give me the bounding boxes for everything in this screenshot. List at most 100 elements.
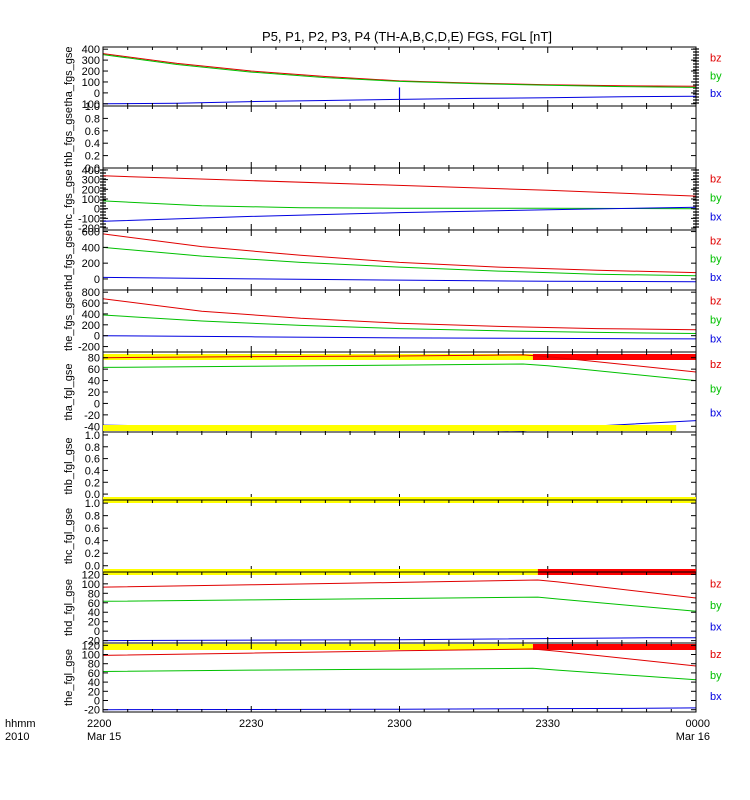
- y-tick-label: 0: [94, 204, 100, 216]
- y-axis-label: the_fgl_gse: [63, 649, 75, 706]
- flag-bar: [532, 354, 696, 360]
- y-axis-label: thd_fgl_gse: [63, 579, 75, 636]
- legend-label-by: by: [710, 600, 722, 612]
- y-tick-label: 0.2: [85, 477, 100, 489]
- legend-label-by: by: [710, 383, 722, 395]
- y-axis-label: thb_fgl_gse: [63, 438, 75, 495]
- panel-frame: [102, 167, 697, 231]
- y-tick-label: 20: [88, 686, 100, 698]
- x-tick-label: 2200: [87, 718, 111, 730]
- y-tick-label: 400: [82, 309, 100, 321]
- panel-frame: [102, 642, 697, 713]
- legend-label-bx: bx: [710, 691, 722, 703]
- y-tick-label: 0.0: [85, 163, 100, 175]
- x-axis-row1-label: hhmm: [5, 718, 36, 730]
- legend-label-bx: bx: [710, 408, 722, 420]
- y-tick-label: -20: [84, 410, 100, 422]
- y-tick-label: 400: [82, 44, 100, 56]
- y-tick-label: 0.4: [85, 465, 100, 477]
- x-tick-sublabel: Mar 15: [87, 731, 121, 743]
- y-tick-label: 20: [88, 387, 100, 399]
- panel: 600 400 200 0 thd_fgs_gse bz by bx: [63, 227, 722, 291]
- y-tick-label: 0.0: [85, 561, 100, 573]
- x-axis-row2-label: 2010: [5, 731, 29, 743]
- y-tick-label: 0.6: [85, 523, 100, 535]
- y-tick-label: 600: [82, 298, 100, 310]
- legend-label-bz: bz: [710, 578, 722, 590]
- series-line-by: [102, 667, 697, 681]
- x-tick-label: 0000: [686, 718, 710, 730]
- y-axis-label: tha_fgs_gse: [63, 47, 75, 107]
- series-line-by: [102, 363, 697, 382]
- panel: 1.00.80.60.40.20.0 thb_fgl_gse: [63, 425, 697, 501]
- y-tick-label: 1.0: [85, 498, 100, 510]
- flag-bar: [103, 644, 533, 650]
- legend-label-bx: bx: [710, 333, 722, 345]
- series-line-by: [102, 54, 697, 88]
- y-tick-label: 0: [94, 88, 100, 100]
- y-tick-label: 60: [88, 598, 100, 610]
- y-tick-label: -20: [84, 636, 100, 648]
- y-tick-label: 200: [82, 66, 100, 78]
- flag-bar: [532, 644, 696, 650]
- y-tick-label: 80: [88, 353, 100, 365]
- y-axis-label: thd_fgs_gse: [63, 230, 75, 290]
- series-line-bx: [102, 335, 697, 340]
- y-tick-label: 0.2: [85, 151, 100, 163]
- legend-label-by: by: [710, 670, 722, 682]
- y-tick-label: -200: [78, 223, 100, 235]
- legend-label-bz: bz: [710, 649, 722, 661]
- panel-frame: [102, 105, 697, 169]
- y-axis-label: the_fgs_gse: [63, 291, 75, 351]
- y-tick-label: 800: [82, 287, 100, 299]
- y-tick-label: 1.0: [85, 101, 100, 113]
- y-tick-label: 100: [82, 77, 100, 89]
- series-line-by: [102, 246, 697, 277]
- y-tick-label: 0: [94, 331, 100, 343]
- y-tick-label: 40: [88, 677, 100, 689]
- y-tick-label: 1.0: [85, 430, 100, 442]
- x-tick-label: 2230: [239, 718, 263, 730]
- y-tick-label: 300: [82, 175, 100, 187]
- legend-label-by: by: [710, 70, 722, 82]
- y-tick-label: 0.8: [85, 442, 100, 454]
- x-tick-label: 2300: [387, 718, 411, 730]
- panel-frame: [102, 499, 697, 573]
- y-tick-label: 120: [82, 569, 100, 581]
- y-tick-label: 100: [82, 99, 100, 111]
- y-tick-label: 100: [82, 650, 100, 662]
- y-tick-label: 0.8: [85, 113, 100, 125]
- y-tick-label: 100: [82, 579, 100, 591]
- y-axis-label: thb_fgs_gse: [63, 107, 75, 167]
- panel: 1.00.80.60.40.20.0 thb_fgs_gse: [63, 101, 697, 175]
- series-line-bz: [102, 233, 697, 274]
- y-tick-label: -100: [78, 213, 100, 225]
- legend-label-by: by: [710, 254, 722, 266]
- series-line-bz: [102, 648, 697, 667]
- y-tick-label: 0: [94, 696, 100, 708]
- legend-label-bz: bz: [710, 359, 722, 371]
- y-tick-label: 600: [82, 227, 100, 239]
- y-tick-label: 0: [94, 398, 100, 410]
- series-line-by: [102, 200, 697, 210]
- series-line-bz: [102, 579, 697, 599]
- x-tick-sublabel: Mar 16: [676, 731, 710, 743]
- series-line-bx: [102, 276, 697, 283]
- y-tick-label: 20: [88, 617, 100, 629]
- legend-label-bz: bz: [710, 174, 722, 186]
- y-axis-label: tha_fgl_gse: [63, 364, 75, 421]
- panel-frame: [102, 431, 697, 501]
- y-tick-label: 0.6: [85, 126, 100, 138]
- series-line-by: [102, 314, 697, 334]
- y-tick-label: 0.2: [85, 548, 100, 560]
- y-tick-label: 0: [94, 274, 100, 286]
- y-tick-label: 200: [82, 184, 100, 196]
- y-tick-label: 200: [82, 320, 100, 332]
